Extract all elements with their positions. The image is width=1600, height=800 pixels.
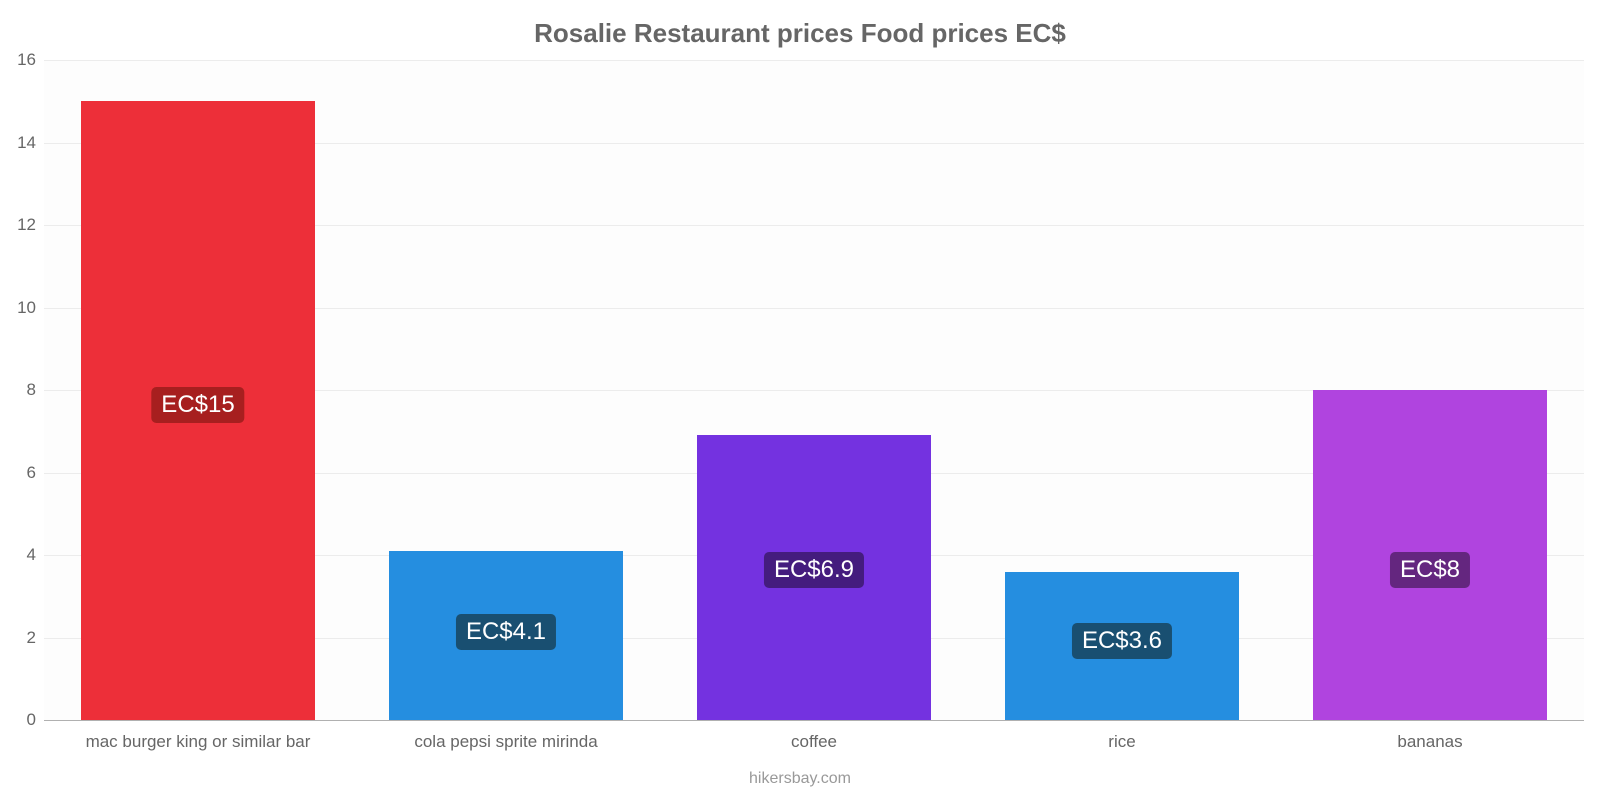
y-tick-label: 14	[0, 133, 36, 153]
value-badge: EC$15	[151, 387, 244, 423]
y-tick-label: 4	[0, 545, 36, 565]
y-tick-label: 16	[0, 50, 36, 70]
y-tick-label: 2	[0, 628, 36, 648]
credit-text: hikersbay.com	[0, 770, 1600, 788]
y-tick-label: 12	[0, 215, 36, 235]
chart-title: Rosalie Restaurant prices Food prices EC…	[0, 18, 1600, 49]
y-tick-label: 0	[0, 710, 36, 730]
y-tick-label: 8	[0, 380, 36, 400]
value-badge: EC$6.9	[764, 552, 864, 588]
value-badge: EC$8	[1390, 552, 1470, 588]
gridline	[44, 60, 1584, 61]
price-bar-chart: Rosalie Restaurant prices Food prices EC…	[0, 0, 1600, 800]
y-tick-label: 10	[0, 298, 36, 318]
gridline	[44, 720, 1584, 721]
value-badge: EC$3.6	[1072, 623, 1172, 659]
x-tick-label: mac burger king or similar bar	[86, 732, 311, 752]
value-badge: EC$4.1	[456, 614, 556, 650]
x-tick-label: rice	[1108, 732, 1135, 752]
x-tick-label: cola pepsi sprite mirinda	[414, 732, 597, 752]
x-tick-label: bananas	[1397, 732, 1462, 752]
y-tick-label: 6	[0, 463, 36, 483]
x-tick-label: coffee	[791, 732, 837, 752]
plot-area: EC$15 EC$4.1 EC$6.9 EC$3.6 EC$8	[44, 60, 1584, 720]
